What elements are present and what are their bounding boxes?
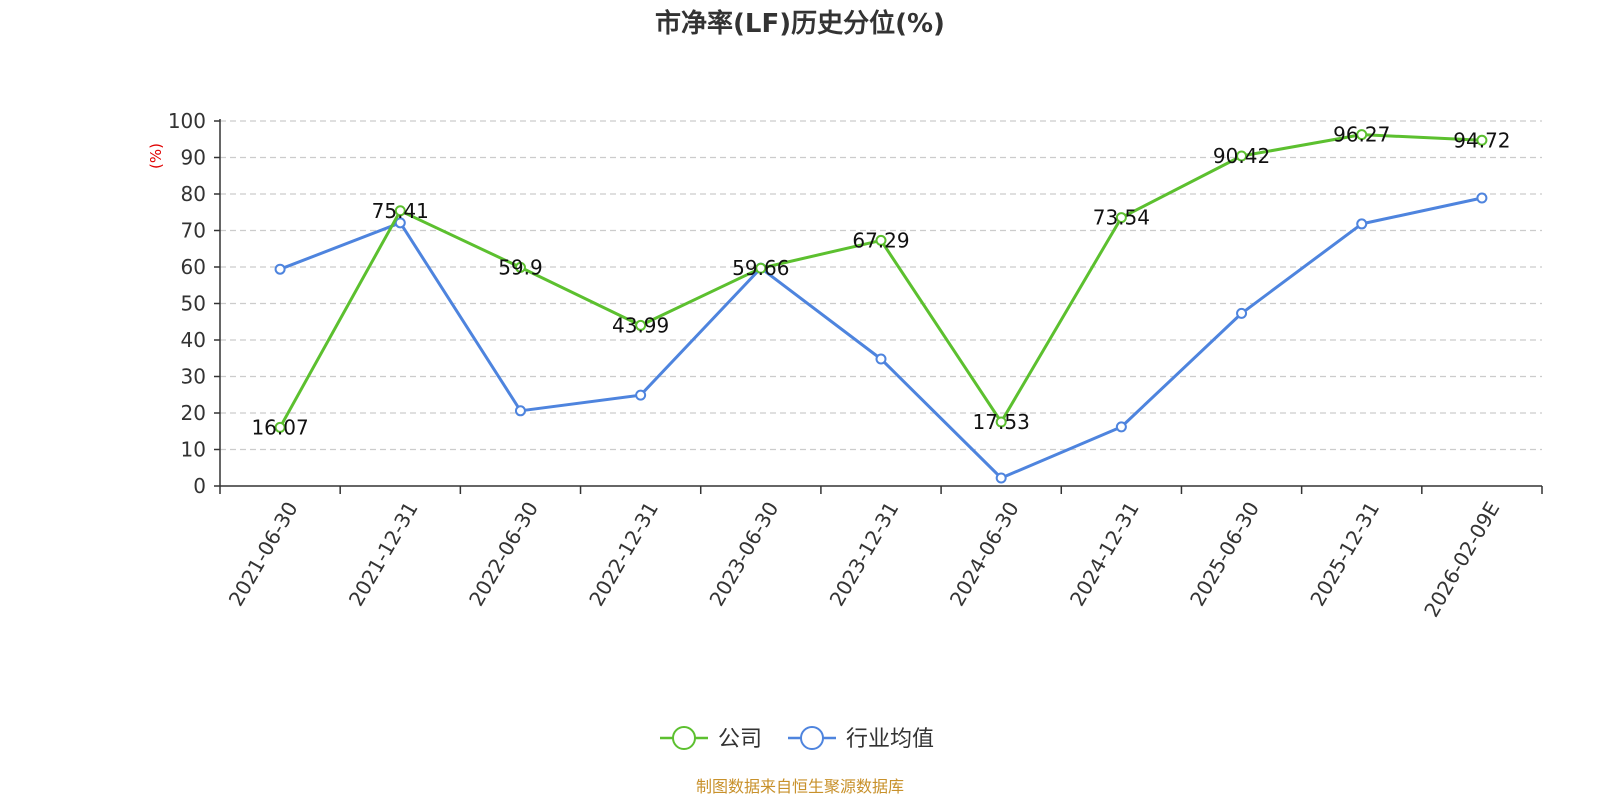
point-company	[1356, 129, 1368, 141]
x-tick-label: 2021-06-30	[224, 498, 303, 611]
x-tick-label: 2022-06-30	[464, 498, 543, 611]
point-industry	[1356, 218, 1368, 230]
y-tick-label: 100	[168, 109, 206, 133]
x-tick-label: 2024-06-30	[945, 498, 1024, 611]
data-label: 59.66	[732, 256, 789, 280]
legend-item-company[interactable]: 公司	[660, 726, 762, 752]
point-company	[1236, 150, 1248, 162]
point-industry	[1115, 421, 1127, 433]
series-line-company	[278, 133, 1482, 429]
x-tick-label: 2026-02-09E	[1419, 498, 1504, 622]
x-tick-label: 2022-12-31	[584, 498, 663, 611]
point-company	[635, 319, 647, 331]
legend-label: 行业均值	[846, 727, 934, 752]
point-industry	[394, 217, 406, 229]
x-tick-label: 2024-12-31	[1065, 498, 1144, 611]
data-label: 96.27	[1333, 123, 1390, 147]
y-tick-label: 0	[193, 474, 206, 498]
data-label: 43.99	[612, 313, 669, 337]
data-label: 73.54	[1093, 206, 1150, 230]
x-tick-label: 2023-12-31	[825, 498, 904, 611]
y-tick-label: 50	[181, 292, 206, 316]
y-tick-label: 80	[181, 182, 206, 206]
x-tick-label: 2023-06-30	[704, 498, 783, 611]
data-labels: 16.07 75.41 59.9 43.99 59.66 67.29 17.53 73.54 9…	[251, 123, 1510, 440]
legend-marker	[800, 726, 824, 750]
legend[interactable]: 公司 行业均值	[660, 726, 934, 752]
data-label: 90.42	[1213, 144, 1270, 168]
data-label: 16.07	[251, 415, 308, 439]
y-tick-label: 60	[181, 255, 206, 279]
x-tick-label: 2021-12-31	[344, 498, 423, 611]
x-tick-labels: 2021-06-30 2021-12-31 2022-06-30 2022-12-31…	[224, 498, 1505, 622]
y-tick-label: 30	[181, 365, 206, 389]
point-company	[1476, 134, 1488, 146]
data-label: 67.29	[852, 228, 909, 252]
legend-label: 公司	[718, 727, 762, 752]
point-company	[875, 234, 887, 246]
point-industry	[514, 405, 526, 417]
point-company	[394, 205, 406, 217]
point-industry	[635, 389, 647, 401]
axes	[214, 119, 1543, 494]
legend-marker	[672, 726, 696, 750]
legend-item-industry[interactable]: 行业均值	[788, 726, 934, 752]
point-industry	[1236, 307, 1248, 319]
x-tick-label: 2025-12-31	[1305, 498, 1384, 611]
data-label: 94.72	[1453, 128, 1510, 152]
chart-title: 市净率(LF)历史分位(%)	[655, 8, 945, 39]
y-tick-label: 10	[181, 438, 206, 462]
point-industry	[875, 353, 887, 365]
y-tick-label: 90	[181, 146, 206, 170]
y-tick-label: 70	[181, 219, 206, 243]
x-tick-label: 2025-06-30	[1185, 498, 1264, 611]
data-label: 17.53	[973, 410, 1030, 434]
y-tick-label: 20	[181, 401, 206, 425]
y-tick-labels: 0 10 20 30 40 50 60 70 80 90 100	[168, 109, 206, 498]
point-industry	[1476, 192, 1488, 204]
point-company	[755, 262, 767, 274]
point-company	[995, 416, 1007, 428]
series-lines	[274, 129, 1488, 484]
y-tick-label: 40	[181, 328, 206, 352]
gridlines	[220, 120, 1542, 451]
data-label: 75.41	[372, 199, 429, 223]
point-industry	[274, 263, 286, 275]
point-industry	[995, 472, 1007, 484]
point-company	[514, 261, 526, 273]
data-source-note: 制图数据来自恒生聚源数据库	[696, 777, 904, 796]
point-company	[1115, 212, 1127, 224]
data-label: 59.9	[498, 255, 543, 279]
point-company	[274, 421, 286, 433]
y-axis-unit: (%)	[147, 143, 165, 169]
